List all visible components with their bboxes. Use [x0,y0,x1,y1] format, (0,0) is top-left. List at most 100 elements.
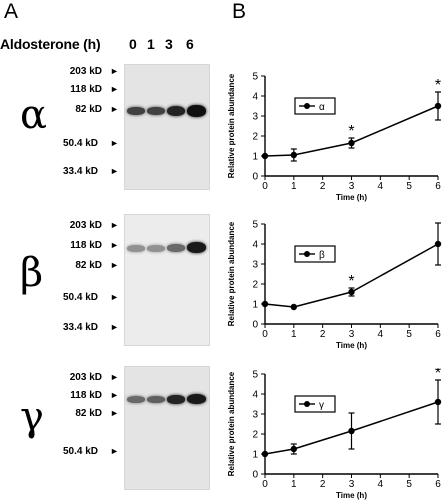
x-tick-label: 4 [378,329,384,340]
x-axis-label: Time (h) [336,193,367,202]
band-gamma-1h [147,396,165,403]
y-tick-label: 5 [252,72,258,83]
x-tick-label: 0 [262,479,268,490]
marker-33kd: 33.4 kD [62,166,98,177]
band-beta-6h [187,242,206,253]
aldosterone-header: Aldosterone (h) [0,36,101,52]
marker-arrow: ► [110,104,119,114]
data-point [261,152,269,160]
legend-label: α [319,102,325,113]
y-tick-label: 3 [252,112,258,123]
marker-arrow: ► [110,166,119,176]
x-tick-label: 4 [378,479,384,490]
x-tick-label: 5 [406,181,412,192]
x-tick-label: 1 [291,479,297,490]
chart-alpha: 0 1 2 3 4 5 0 1 2 3 4 5 6 Time (h) Relative protein ab… [227,72,441,203]
data-point [348,139,355,147]
series-line [264,243,439,308]
panel-a-letter: A [4,0,19,23]
data-point [290,303,298,311]
y-tick-label: 1 [252,152,258,163]
band-alpha-6h [187,105,206,117]
marker-118kd: 118 kD [70,390,102,401]
y-tick-label: 0 [252,470,258,481]
y-tick-label: 1 [252,450,258,461]
marker-arrow: ► [110,408,119,418]
lane-label-6h: 6 [186,36,194,52]
data-point [290,151,298,159]
x-tick-label: 6 [435,329,441,340]
marker-arrow: ► [110,138,119,148]
x-axis-label: Time (h) [336,341,367,350]
band-beta-1h [147,245,165,252]
x-tick-label: 5 [406,479,412,490]
legend-marker [304,401,310,407]
significance-asterisk: * [435,218,441,225]
lane-label-3h: 3 [165,36,173,52]
x-tick-label: 2 [320,479,326,490]
marker-118kd: 118 kD [70,84,102,95]
x-tick-label: 3 [349,479,355,490]
y-tick-label: 4 [252,240,258,251]
significance-asterisk: * [435,77,441,94]
panel-b-letter: B [232,0,247,23]
band-alpha-0h [127,107,145,115]
x-tick-label: 3 [349,181,355,192]
marker-arrow: ► [110,372,119,382]
x-tick-label: 6 [435,479,441,490]
marker-203kd: 203 kD [69,220,102,231]
significance-asterisk: * [435,368,441,382]
marker-82kd: 82 kD [75,260,102,271]
marker-arrow: ► [110,446,119,456]
marker-arrow: ► [110,220,119,230]
band-beta-0h [127,245,145,252]
x-tick-label: 2 [320,181,326,192]
chart-gamma: 0 1 2 3 4 5 0 1 2 3 4 5 6 Time (h) Relative protein ab… [227,368,442,500]
x-tick-label: 5 [406,329,412,340]
series-line [264,105,439,157]
y-tick-label: 2 [252,132,258,143]
data-point [261,300,269,308]
legend-marker [304,103,310,109]
x-tick-label: 3 [349,329,355,340]
lane-label-1h: 1 [147,36,155,52]
blot-beta-section: β 203 kD 118 kD 82 kD 50.4 kD 33.4 kD ► … [0,210,220,350]
alpha-subunit-label: α [20,92,48,138]
marker-arrow: ► [110,66,119,76]
series-line [264,401,439,455]
y-tick-label: 1 [252,300,258,311]
band-alpha-3h [167,106,185,116]
y-tick-label: 0 [252,172,258,183]
x-tick-label: 1 [291,329,297,340]
y-tick-label: 4 [252,92,258,103]
lane-label-0h: 0 [129,36,137,52]
y-tick-label: 2 [252,280,258,291]
marker-arrow: ► [110,322,119,332]
y-tick-label: 3 [252,260,258,271]
y-axis-label: Relative protein abundance [227,73,236,178]
x-tick-label: 1 [291,181,297,192]
marker-arrow: ► [110,240,119,250]
data-point [290,445,298,453]
band-gamma-6h [187,394,206,404]
data-point [434,398,442,406]
y-tick-label: 2 [252,430,258,441]
marker-82kd: 82 kD [75,104,102,115]
western-blot-beta [124,214,210,346]
x-tick-label: 2 [320,329,326,340]
marker-203kd: 203 kD [69,66,102,77]
data-point [348,427,355,435]
y-axis-label: Relative protein abundance [227,371,236,476]
gamma-subunit-label: γ [20,394,44,440]
marker-arrow: ► [110,390,119,400]
marker-50kd: 50.4 kD [62,446,98,457]
band-alpha-1h [147,107,165,115]
x-tick-label: 0 [262,329,268,340]
data-point [434,240,442,248]
marker-118kd: 118 kD [70,240,102,251]
marker-50kd: 50.4 kD [62,138,98,149]
band-beta-3h [167,244,185,252]
x-tick-label: 4 [378,181,384,192]
marker-33kd: 33.4 kD [62,322,98,333]
western-blot-alpha [124,64,210,190]
